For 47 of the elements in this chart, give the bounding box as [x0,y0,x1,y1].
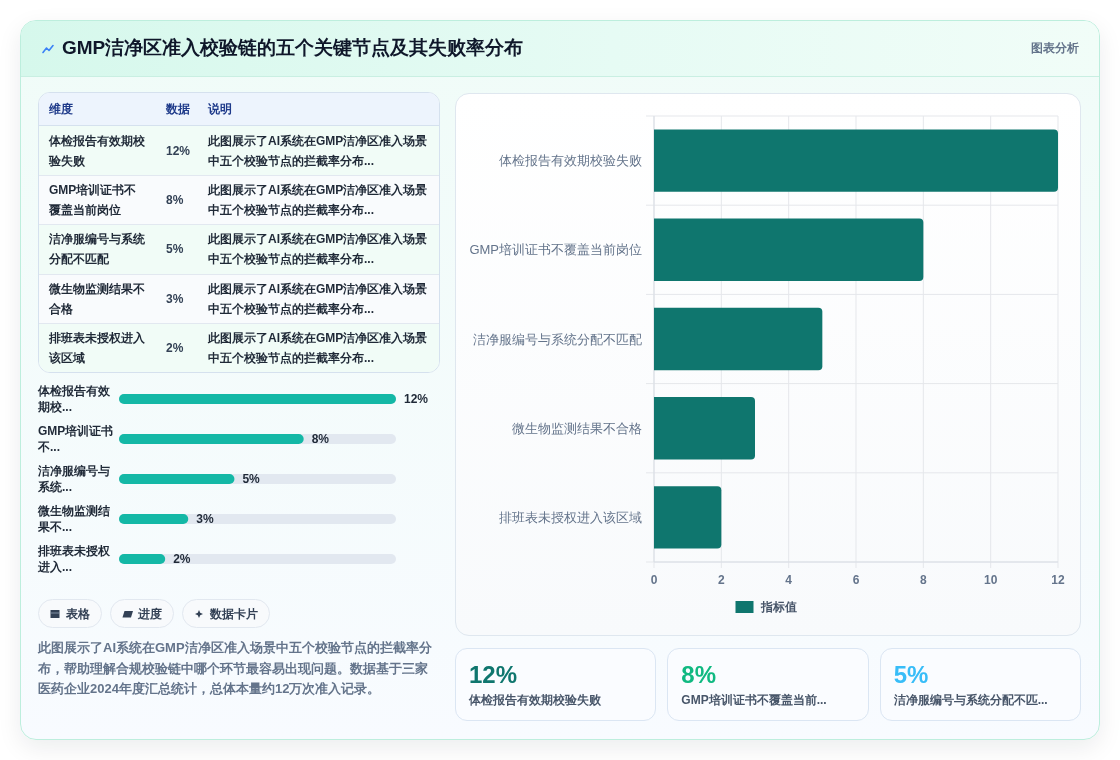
text: 此图展示了AI系统在GMP洁净区准入场景中五个校验节点的拦截率分布... [208,329,429,367]
text: 此图展示了AI系统在GMP洁净区准入场景中五个校验节点的拦截率分布，帮助理解合规校验链中哪个环节最容易出现问题。数据基于三家医药企业2024年度汇总统计，总体本量约12万次准入记录。 [38,639,433,698]
data-label: 8% [166,192,184,210]
text: 数据 [166,101,190,117]
data-label: 3% [166,290,184,308]
data-label: 12% [404,391,429,407]
data-label: 3% [196,511,214,527]
category-label: 洁净服编号与系统分配不匹... [893,692,1048,708]
y-tick-label: 体检报告有效期校... [38,383,111,415]
text: GMP洁净区准入校验链的五个关键节点及其失败率分布 [62,36,524,60]
data-label: 12% [166,142,191,160]
y-tick-label: 微生物监测结果不合格 [512,420,642,436]
data-label: 5% [893,661,929,689]
text: 说明 [208,101,232,117]
text: 数据卡片 [210,605,258,622]
x-tick-label: 0 [650,573,658,587]
text: 表格 [66,605,90,622]
text: 维度 [49,101,73,117]
y-tick-label: GMP培训证书不... [38,423,114,455]
data-label: 8% [681,661,717,689]
y-tick-label: 洁净服编号与系统... [38,463,111,495]
y-tick-label: 体检报告有效期校验失败 [499,153,642,169]
data-label: 2% [166,339,184,357]
text: 图表分析 [1031,40,1079,56]
data-label: 5% [166,241,184,259]
text: 此图展示了AI系统在GMP洁净区准入场景中五个校验节点的拦截率分布... [208,280,429,318]
y-tick-label: 微生物监测结果不... [38,503,111,535]
y-tick-label: 排班表未授权进入该区域 [499,509,642,525]
legend-label: 指标值 [759,600,797,614]
data-label: 8% [311,431,329,447]
x-tick-label: 12 [1051,573,1065,587]
y-tick-label: 排班表未授权进入... [38,543,111,575]
x-tick-label: 6 [852,573,860,587]
x-tick-label: 8 [919,573,927,587]
x-tick-label: 10 [983,573,998,587]
data-label: 2% [173,551,191,567]
text: 进度 [138,605,162,622]
y-tick-label: 洁净服编号与系统分配不匹配 [473,331,642,347]
category-label: GMP培训证书不覆盖当前... [681,692,827,708]
data-label: 12% [469,661,518,689]
x-tick-label: 4 [785,573,793,587]
text: 此图展示了AI系统在GMP洁净区准入场景中五个校验节点的拦截率分布... [208,231,429,269]
data-label: 5% [242,471,260,487]
y-tick-label: GMP培训证书不覆盖当前岗位 [469,242,642,258]
text: 此图展示了AI系统在GMP洁净区准入场景中五个校验节点的拦截率分布... [208,182,429,220]
x-tick-label: 2 [717,573,725,587]
text: 此图展示了AI系统在GMP洁净区准入场景中五个校验节点的拦截率分布... [208,132,429,170]
